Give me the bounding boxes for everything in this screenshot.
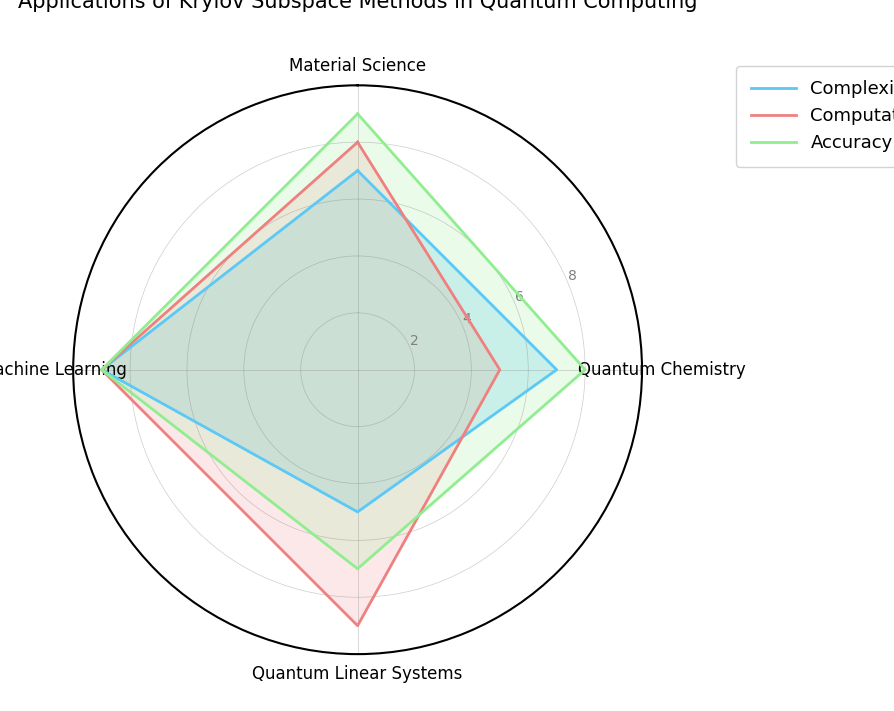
Computation Time xyxy=(352,138,363,146)
Line: Accuracy: Accuracy xyxy=(102,114,585,569)
Computation Time xyxy=(352,138,363,146)
Complexity xyxy=(552,365,562,374)
Accuracy xyxy=(352,109,363,118)
Polygon shape xyxy=(102,142,500,626)
Accuracy xyxy=(352,109,363,118)
Accuracy xyxy=(352,565,363,573)
Complexity xyxy=(352,166,363,175)
Complexity xyxy=(352,508,363,516)
Line: Complexity: Complexity xyxy=(102,171,557,512)
Accuracy xyxy=(579,365,590,374)
Computation Time xyxy=(494,365,505,374)
Title: Applications of Krylov Subspace Methods in Quantum Computing: Applications of Krylov Subspace Methods … xyxy=(18,0,697,11)
Polygon shape xyxy=(102,114,585,569)
Computation Time xyxy=(352,621,363,630)
Computation Time xyxy=(97,365,107,374)
Line: Computation Time: Computation Time xyxy=(102,142,500,626)
Complexity xyxy=(352,166,363,175)
Polygon shape xyxy=(102,171,557,512)
Complexity xyxy=(97,365,107,374)
Legend: Complexity, Computation Time, Accuracy: Complexity, Computation Time, Accuracy xyxy=(737,66,894,167)
Accuracy xyxy=(97,365,107,374)
